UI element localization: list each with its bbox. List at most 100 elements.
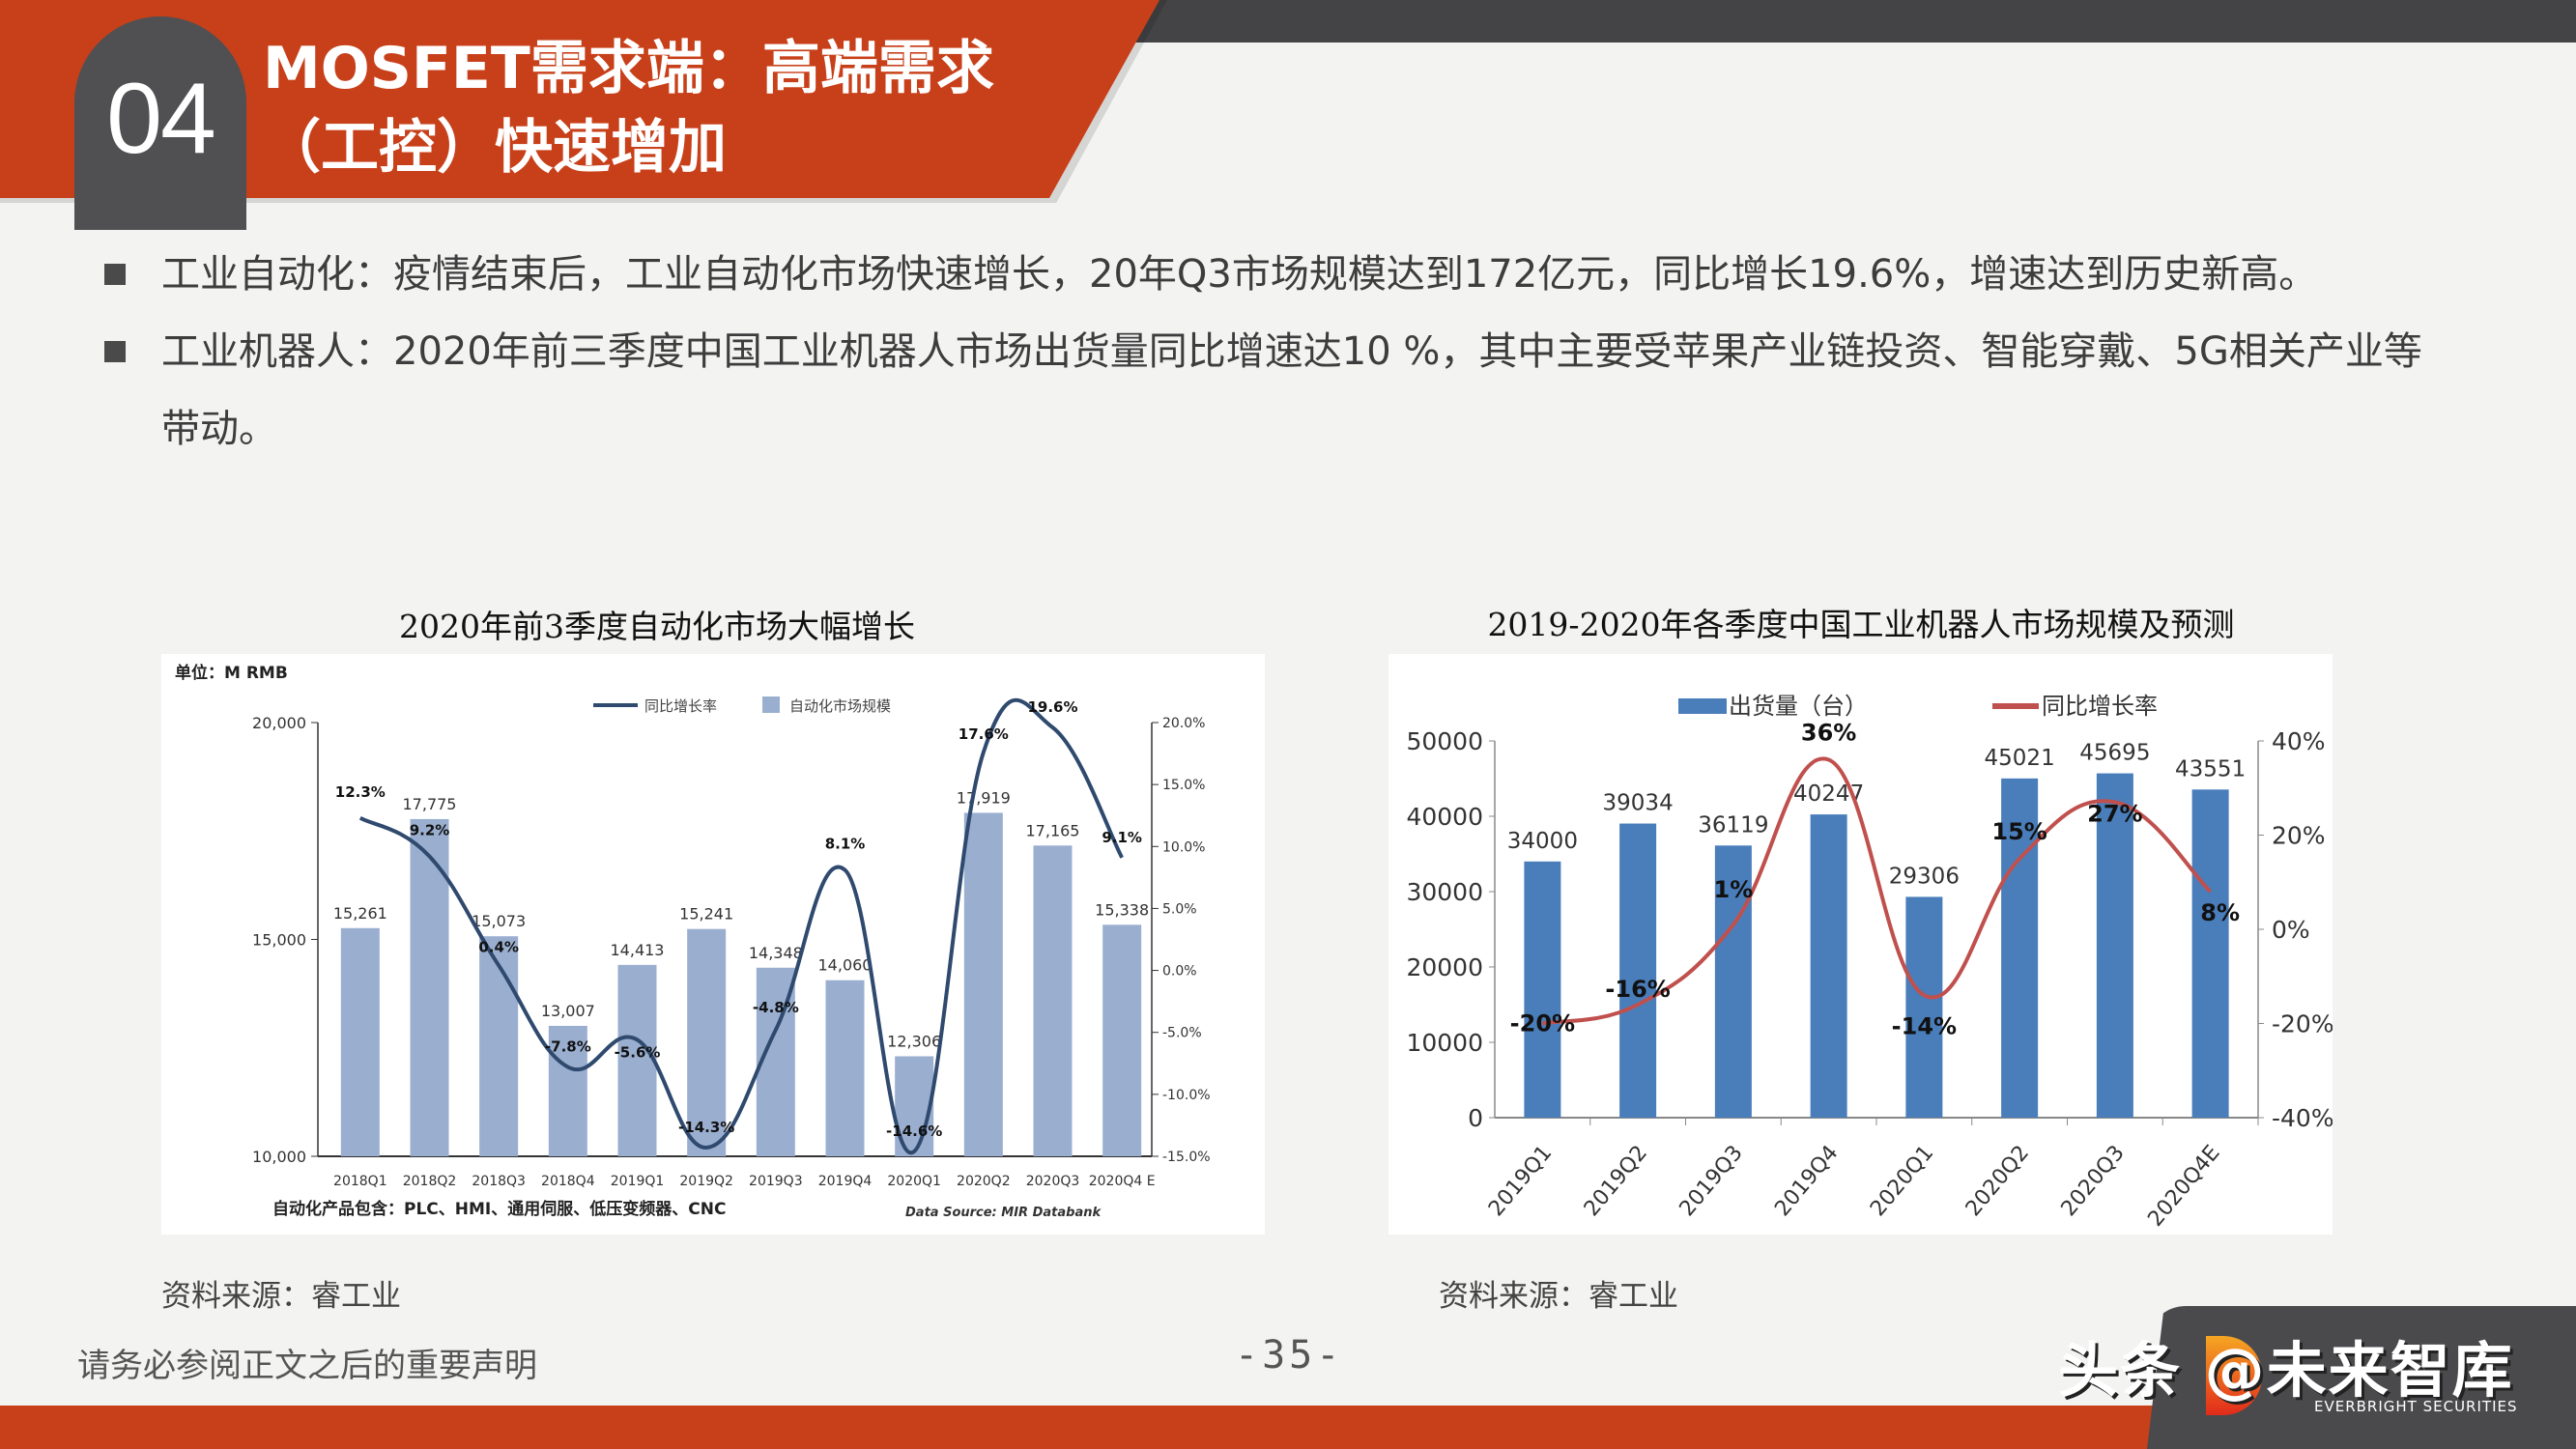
bar-value-label: 39034 (1603, 791, 1674, 816)
bullet-item: 工业机器人：2020年前三季度中国工业机器人市场出货量同比增速达10 %，其中主… (104, 313, 2443, 468)
title-line-2: （工控）快速增加 (263, 114, 727, 182)
bar (548, 1025, 587, 1156)
bullet-square-icon (104, 341, 126, 362)
y2-tick-label: -20% (2272, 1010, 2333, 1038)
x-tick-label: 2018Q4 (541, 1174, 595, 1189)
unit-label: 单位：M RMB (175, 663, 288, 683)
rate-label: 17.6% (959, 725, 1009, 743)
bar (1102, 924, 1142, 1156)
y2-tick-label: -15.0% (1162, 1150, 1211, 1165)
page-title: MOSFET需求端：高端需求 （工控）快速增加 (263, 29, 994, 187)
rate-label: -7.8% (545, 1038, 591, 1056)
rate-label: -14% (1892, 1012, 1957, 1039)
x-tick-label: 2019Q3 (749, 1174, 803, 1189)
bar (617, 964, 657, 1156)
bar-value-label: 29306 (1889, 864, 1960, 889)
left-chart-source: 资料来源：睿工业 (161, 1279, 401, 1314)
section-number: 04 (106, 63, 216, 175)
rate-label: -14.6% (886, 1122, 942, 1140)
y2-tick-label: 0.0% (1162, 964, 1197, 980)
rate-label: 1% (1714, 876, 1754, 903)
right-chart-source: 资料来源：睿工业 (1439, 1279, 1678, 1314)
y2-tick-label: 20% (2272, 822, 2326, 850)
x-tick-label: 2018Q3 (472, 1174, 526, 1189)
y2-tick-label: 5.0% (1162, 901, 1197, 917)
rate-label: -20% (1510, 1010, 1575, 1037)
left-chart-panel: 单位：M RMB 同比增长率 自动化市场规模 10,000 15,000 20,000 -1… (161, 654, 1265, 1235)
y-tick-label: 20,000 (252, 714, 306, 732)
bar (340, 927, 380, 1156)
bar-value-label: 45021 (1985, 746, 2055, 771)
bullet-list: 工业自动化：疫情结束后，工业自动化市场快速增长，20年Q3市场规模达到172亿元… (104, 236, 2443, 468)
bullet-item: 工业自动化：疫情结束后，工业自动化市场快速增长，20年Q3市场规模达到172亿元… (104, 236, 2443, 313)
watermark: 头条 @未来智库 (2058, 1335, 2514, 1406)
y-tick-label: 15,000 (252, 931, 306, 950)
y2-tick-label: 15.0% (1162, 778, 1205, 793)
bar (1905, 896, 1943, 1118)
bullet-text: 工业自动化：疫情结束后，工业自动化市场快速增长，20年Q3市场规模达到172亿元… (161, 252, 2318, 297)
bar-value-label: 17,775 (403, 795, 457, 813)
bar (410, 818, 449, 1156)
disclaimer: 请务必参阅正文之后的重要声明 (77, 1347, 537, 1385)
x-tick-label: 2020Q1 (1866, 1141, 1938, 1221)
bar (1714, 845, 1752, 1118)
x-tick-label: 2020Q4E (2143, 1141, 2224, 1232)
y-tick-label: 30000 (1406, 878, 1483, 906)
legend-bar-icon (762, 696, 780, 713)
bar (1810, 814, 1847, 1118)
x-tick-label: 2019Q2 (679, 1174, 733, 1189)
title-line-1: MOSFET需求端：高端需求 (263, 35, 994, 102)
chart-footnote: 自动化产品包含：PLC、HMI、通用伺服、低压变频器、CNC (272, 1199, 726, 1219)
right-chart: 出货量（台） 同比增长率 0 10000 20000 30000 40000 50000 -40… (1406, 693, 2333, 1232)
x-tick-label: 2018Q1 (333, 1174, 387, 1189)
x-tick-label: 2020Q3 (1026, 1174, 1080, 1189)
bar (479, 936, 519, 1156)
legend-label: 同比增长率 (644, 697, 717, 715)
x-tick-label: 2020Q1 (887, 1174, 941, 1189)
rate-label: 15% (1991, 818, 2046, 845)
bar (2191, 789, 2229, 1118)
growth-line (358, 697, 1124, 1155)
y2-tick-label: -40% (2272, 1104, 2333, 1132)
rate-label: 0.4% (478, 938, 519, 955)
bar (825, 980, 865, 1156)
bar (963, 812, 1003, 1156)
rate-label: 19.6% (1027, 698, 1077, 716)
bar-value-label: 43551 (2175, 756, 2246, 781)
bar-value-label: 14,348 (749, 944, 803, 962)
x-tick-label: 2020Q3 (2057, 1141, 2130, 1221)
x-tick-label: 2018Q2 (403, 1174, 457, 1189)
bar-value-label: 12,306 (887, 1032, 941, 1050)
legend-label: 同比增长率 (2042, 693, 2158, 720)
y-tick-label: 40000 (1406, 803, 1483, 831)
y-tick-label: 10000 (1406, 1029, 1483, 1057)
y2-tick-label: 40% (2272, 727, 2326, 755)
x-tick-label: 2019Q4 (818, 1174, 873, 1189)
legend-bar-icon (1678, 698, 1727, 714)
bar (1033, 845, 1073, 1156)
bar (2001, 778, 2039, 1118)
y2-tick-label: -5.0% (1162, 1026, 1202, 1041)
bar-value-label: 14,060 (818, 956, 873, 975)
y-tick-label: 20000 (1406, 953, 1483, 981)
rate-label: 27% (2087, 800, 2142, 827)
right-chart-panel: 出货量（台） 同比增长率 0 10000 20000 30000 40000 50000 -40… (1388, 654, 2334, 1235)
bar (1619, 823, 1657, 1118)
rate-label: 8.1% (825, 836, 866, 853)
brand-english-name: EVERBRIGHT SECURITIES (2314, 1398, 2518, 1415)
legend-label: 出货量（台） (1729, 693, 1868, 720)
bar-value-label: 17,165 (1026, 821, 1080, 839)
bullet-square-icon (104, 264, 126, 285)
x-tick-label: 2019Q3 (1675, 1141, 1748, 1221)
bullet-text: 工业机器人：2020年前三季度中国工业机器人市场出货量同比增速达10 %，其中主… (161, 329, 2422, 451)
bar-value-label: 15,338 (1095, 900, 1149, 919)
rate-label: 12.3% (335, 783, 386, 801)
rate-label: 9.2% (410, 822, 450, 839)
bar-value-label: 17,919 (957, 788, 1011, 807)
bar-value-label: 45695 (2079, 741, 2150, 766)
rate-label: -16% (1605, 976, 1670, 1003)
y2-tick-label: 20.0% (1162, 716, 1205, 731)
bar (687, 928, 727, 1156)
data-source: Data Source: MIR Databank (905, 1206, 1102, 1220)
x-tick-label: 2020Q4 E (1089, 1174, 1156, 1189)
